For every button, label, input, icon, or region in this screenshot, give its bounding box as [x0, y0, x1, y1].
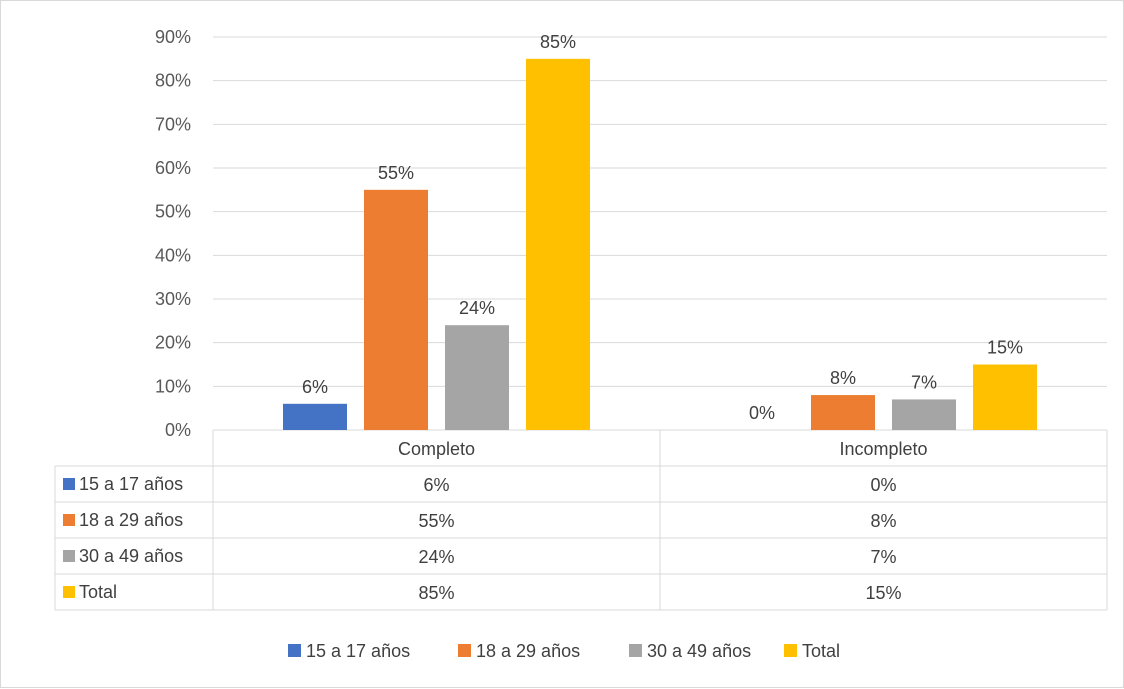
bar [526, 58, 590, 430]
data-label: 24% [459, 298, 495, 318]
y-tick-label: 70% [155, 114, 191, 134]
y-tick-label: 40% [155, 245, 191, 265]
data-label: 15% [987, 338, 1023, 358]
table-cell: 6% [423, 475, 449, 495]
bar [364, 189, 428, 430]
table-series-label: 30 a 49 años [79, 546, 183, 566]
bar [811, 395, 875, 430]
table-cell: 55% [418, 511, 454, 531]
table-cell: 85% [418, 583, 454, 603]
legend-swatch [458, 644, 471, 657]
data-label: 85% [540, 32, 576, 52]
table-cell: 0% [870, 475, 896, 495]
y-tick-label: 10% [155, 376, 191, 396]
category-label: Incompleto [839, 439, 927, 459]
data-label: 55% [378, 163, 414, 183]
legend-label: Total [802, 641, 840, 661]
table-cell: 15% [865, 583, 901, 603]
table-series-label: 18 a 29 años [79, 510, 183, 530]
table-cell: 8% [870, 511, 896, 531]
legend-swatch [784, 644, 797, 657]
y-tick-label: 0% [165, 420, 191, 440]
table-cell: 24% [418, 547, 454, 567]
y-tick-label: 20% [155, 333, 191, 353]
table-legend-key [63, 514, 75, 526]
y-tick-label: 30% [155, 289, 191, 309]
bar [973, 364, 1037, 430]
bar [445, 325, 509, 430]
table-legend-key [63, 550, 75, 562]
y-tick-label: 90% [155, 27, 191, 47]
legend-label: 18 a 29 años [476, 641, 580, 661]
data-label: 7% [911, 372, 937, 392]
table-series-label: Total [79, 582, 117, 602]
y-tick-label: 50% [155, 202, 191, 222]
data-label: 0% [749, 403, 775, 423]
y-tick-label: 80% [155, 71, 191, 91]
legend-swatch [288, 644, 301, 657]
bar [283, 403, 347, 430]
data-label: 6% [302, 377, 328, 397]
legend-label: 15 a 17 años [306, 641, 410, 661]
bar [892, 399, 956, 430]
legend-label: 30 a 49 años [647, 641, 751, 661]
table-legend-key [63, 478, 75, 490]
table-cell: 7% [870, 547, 896, 567]
data-label: 8% [830, 368, 856, 388]
category-label: Completo [398, 439, 475, 459]
table-series-label: 15 a 17 años [79, 474, 183, 494]
table-legend-key [63, 586, 75, 598]
y-tick-label: 60% [155, 158, 191, 178]
legend-swatch [629, 644, 642, 657]
